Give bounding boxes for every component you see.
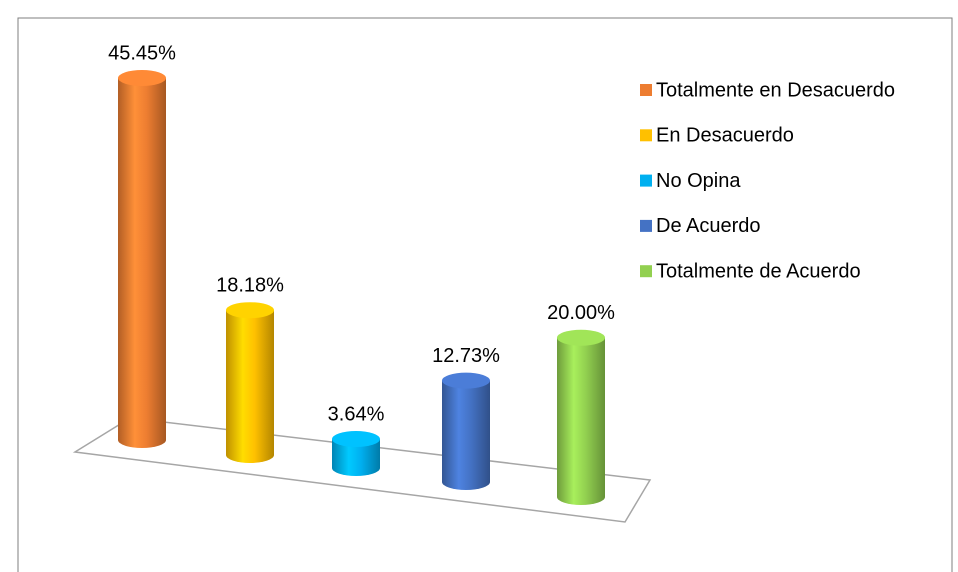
bar (118, 78, 166, 448)
bar (226, 310, 274, 463)
bar-top (332, 431, 380, 448)
data-label: 12.73% (432, 345, 500, 367)
data-label: 3.64% (328, 403, 385, 425)
data-label: 18.18% (216, 274, 284, 296)
bar (332, 439, 380, 476)
legend-label: De Acuerdo (656, 215, 761, 237)
legend-label: Totalmente de Acuerdo (656, 260, 861, 282)
legend-swatch (640, 84, 652, 96)
bar-top (557, 329, 605, 346)
bar-top (118, 70, 166, 86)
legend-label: Totalmente en Desacuerdo (656, 79, 895, 101)
legend-swatch (640, 265, 652, 278)
legend-swatch (640, 219, 652, 232)
data-label: 20.00% (547, 302, 615, 324)
legend-swatch (640, 129, 652, 142)
bar-top (442, 372, 490, 389)
data-label: 45.45% (108, 42, 176, 64)
bar (557, 337, 605, 505)
bar (442, 380, 490, 490)
bar-top (226, 302, 274, 319)
legend-label: No Opina (656, 170, 741, 192)
legend-swatch (640, 174, 652, 187)
legend-label: En Desacuerdo (656, 125, 794, 147)
